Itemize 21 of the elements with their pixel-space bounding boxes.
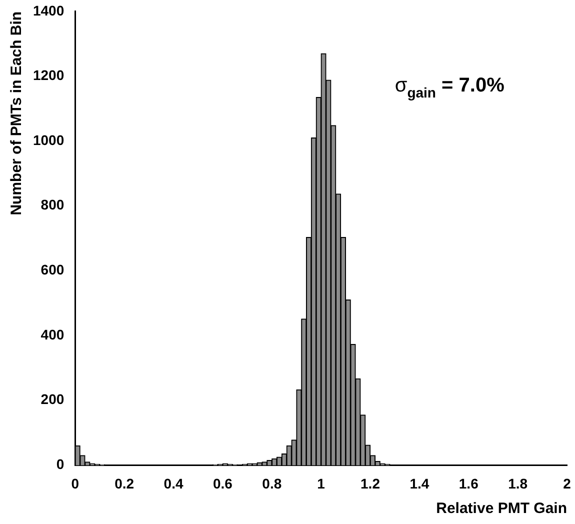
y-axis-title: Number of PMTs in Each Bin (8, 11, 26, 216)
x-tick-label: 1.2 (360, 475, 380, 492)
y-tick-label: 1200 (32, 67, 64, 84)
y-tick-label: 200 (40, 391, 64, 408)
x-tick-label: 0.8 (262, 475, 282, 492)
x-tick-label: 0.4 (164, 475, 184, 492)
y-tick-label: 1000 (32, 132, 64, 148)
x-tick-label: 1.6 (458, 475, 479, 492)
y-tick-label: 800 (40, 196, 64, 213)
y-tick-label: 400 (40, 326, 64, 342)
x-tick-label: 0.2 (114, 475, 134, 492)
x-tick-label: 1 (317, 475, 326, 492)
y-tick-label: 0 (56, 456, 64, 472)
x-axis-title: Relative PMT Gain (436, 500, 567, 518)
y-tick-label: 600 (40, 262, 64, 278)
x-tick-label: 1.4 (410, 475, 430, 492)
x-tick-label: 1.8 (508, 475, 528, 492)
x-tick-label: 0 (71, 475, 80, 492)
x-tick-label: 0.6 (212, 475, 233, 492)
x-tick-label: 2 (563, 475, 572, 492)
y-tick-label: 1400 (32, 2, 64, 18)
